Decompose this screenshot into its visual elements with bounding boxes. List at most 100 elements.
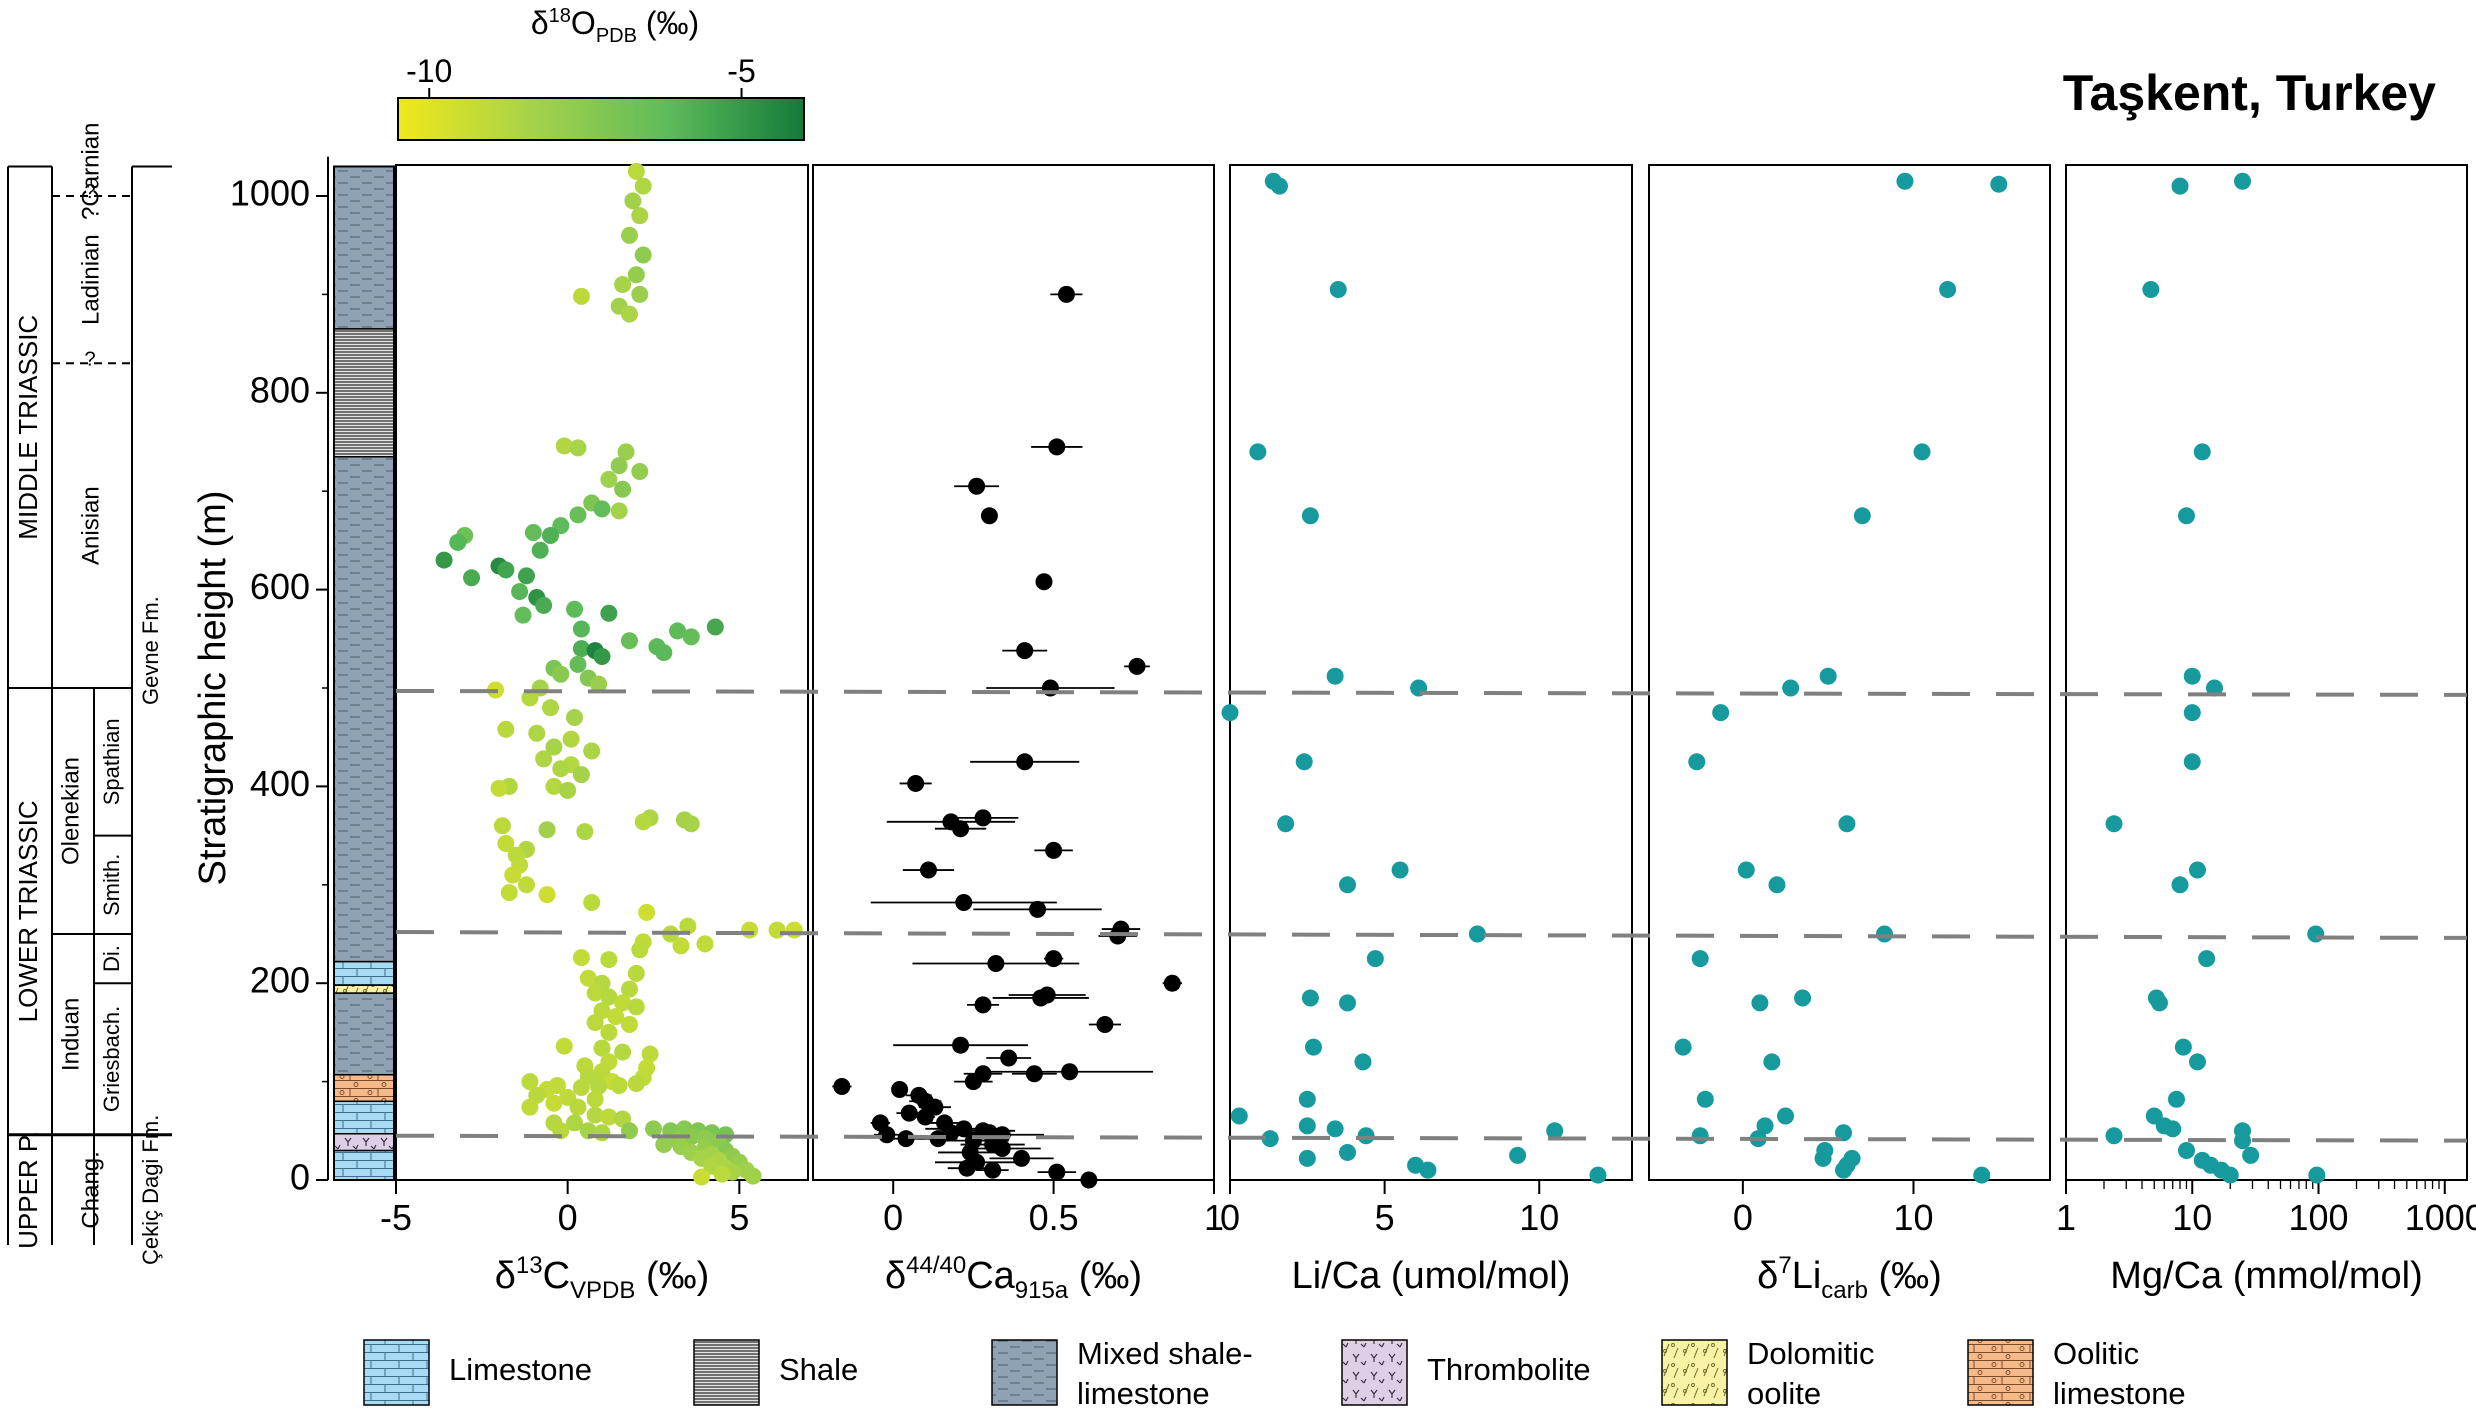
data-point: [696, 935, 714, 953]
data-point: [1688, 753, 1706, 771]
data-point: [620, 305, 638, 323]
data-point: [634, 246, 652, 264]
data-point: [531, 541, 549, 559]
data-point: [1777, 1107, 1795, 1125]
data-point: [2193, 443, 2211, 461]
data-point: [919, 861, 937, 879]
data-point: [672, 937, 690, 955]
legend-label: Mixed shale-limestone: [1077, 1336, 1253, 1411]
x-label-prefix: δ: [885, 1255, 906, 1297]
legend-item-mixed: Mixed shale-limestone: [991, 1336, 1253, 1411]
data-point: [624, 192, 642, 210]
panel-3: 0 5 10 Li/Ca (umol/mol): [1220, 164, 1633, 1297]
data-point: [555, 437, 573, 455]
lithology-bed: [333, 1100, 395, 1135]
substage-label: Spathian: [99, 718, 124, 805]
x-label-sub: 915a: [1015, 1277, 1069, 1304]
data-point: [1756, 1117, 1774, 1135]
panel-frame: [2065, 164, 2468, 1181]
data-point: [497, 561, 515, 579]
lithology-outline: [333, 165, 395, 1182]
data-point: [993, 1140, 1011, 1158]
data-point: [1357, 1127, 1375, 1145]
lithology-bed: [333, 1149, 395, 1181]
data-point: [535, 750, 553, 768]
data-point: [514, 606, 532, 624]
data-point: [987, 955, 1005, 973]
legend-label: Thrombolite: [1427, 1352, 1591, 1387]
x-axis-label: δ44/40Ca915a (‰): [885, 1252, 1142, 1304]
data-point: [600, 470, 618, 488]
data-point: [2183, 704, 2201, 722]
legend-line: Limestone: [449, 1352, 592, 1387]
x-label-unit: (‰): [1068, 1255, 1142, 1297]
x-tick-label: 1: [1204, 1197, 1224, 1238]
data-point: [631, 941, 649, 959]
data-point: [1468, 925, 1486, 943]
data-point: [569, 655, 587, 673]
data-point: [572, 949, 590, 967]
data-point: [627, 266, 645, 284]
data-point: [500, 884, 518, 902]
data-point: [1032, 989, 1050, 1007]
data-point: [583, 742, 601, 760]
data-point: [504, 866, 522, 884]
data-point: [1301, 507, 1319, 525]
data-point: [572, 1079, 590, 1097]
data-point: [511, 583, 529, 601]
data-point: [2233, 172, 2251, 190]
data-point: [517, 876, 535, 894]
boundary-dash-line: [395, 930, 2468, 940]
data-point: [669, 622, 687, 640]
x-label-prefix: δ: [495, 1255, 516, 1297]
data-point: [1261, 1130, 1279, 1148]
panel-1: -5 0 5 δ13CVPDB (‰): [380, 162, 809, 1304]
data-point: [1875, 925, 1893, 943]
stage-label: Anisian: [77, 486, 104, 565]
data-point: [463, 569, 481, 587]
data-point: [576, 823, 594, 841]
data-point: [1298, 1117, 1316, 1135]
colorbar-label: δ18OPDB (‰): [531, 5, 699, 47]
legend-item-limestone: Limestone: [363, 1339, 592, 1406]
data-point: [521, 689, 539, 707]
data-point: [542, 526, 559, 544]
boundary-dash-line: [395, 1133, 2468, 1143]
cb-sup: 18: [549, 5, 571, 27]
data-point: [610, 457, 628, 475]
formation-label: Gevne Fm.: [138, 596, 163, 705]
data-point: [897, 1130, 915, 1148]
panel-5: 1 10 100 1000 Mg/Ca (mmol/mol): [2056, 164, 2476, 1297]
stage-label: Chang.: [77, 1151, 104, 1228]
data-point: [833, 1078, 851, 1096]
data-point: [1221, 704, 1239, 722]
data-point: [682, 815, 700, 833]
data-point: [955, 894, 973, 912]
data-point: [614, 480, 632, 498]
data-point: [590, 1078, 608, 1096]
data-point: [634, 177, 652, 195]
data-point: [1896, 172, 1914, 190]
panel-2: 0 0.5 1 δ44/40Ca915a (‰): [812, 164, 1224, 1304]
data-point: [593, 1124, 611, 1142]
data-point: [1939, 280, 1957, 298]
x-label-unit: (‰): [1868, 1255, 1942, 1297]
data-point: [1763, 1053, 1781, 1071]
data-point: [2164, 1120, 2182, 1138]
data-point: [627, 162, 645, 180]
x-tick-label: 100: [2288, 1197, 2348, 1238]
question-mark: ?: [84, 348, 95, 370]
data-point: [1163, 974, 1181, 992]
y-tick-label: 200: [250, 960, 310, 1001]
data-point: [645, 1120, 662, 1138]
colorbar-tick-label: -5: [727, 53, 755, 89]
lithology-bed: [333, 165, 395, 330]
data-point: [1973, 1166, 1991, 1184]
data-point: [1509, 1146, 1527, 1164]
data-point: [593, 500, 611, 518]
legend-swatch: [363, 1339, 430, 1406]
data-point: [2183, 753, 2201, 771]
data-point: [620, 980, 638, 998]
